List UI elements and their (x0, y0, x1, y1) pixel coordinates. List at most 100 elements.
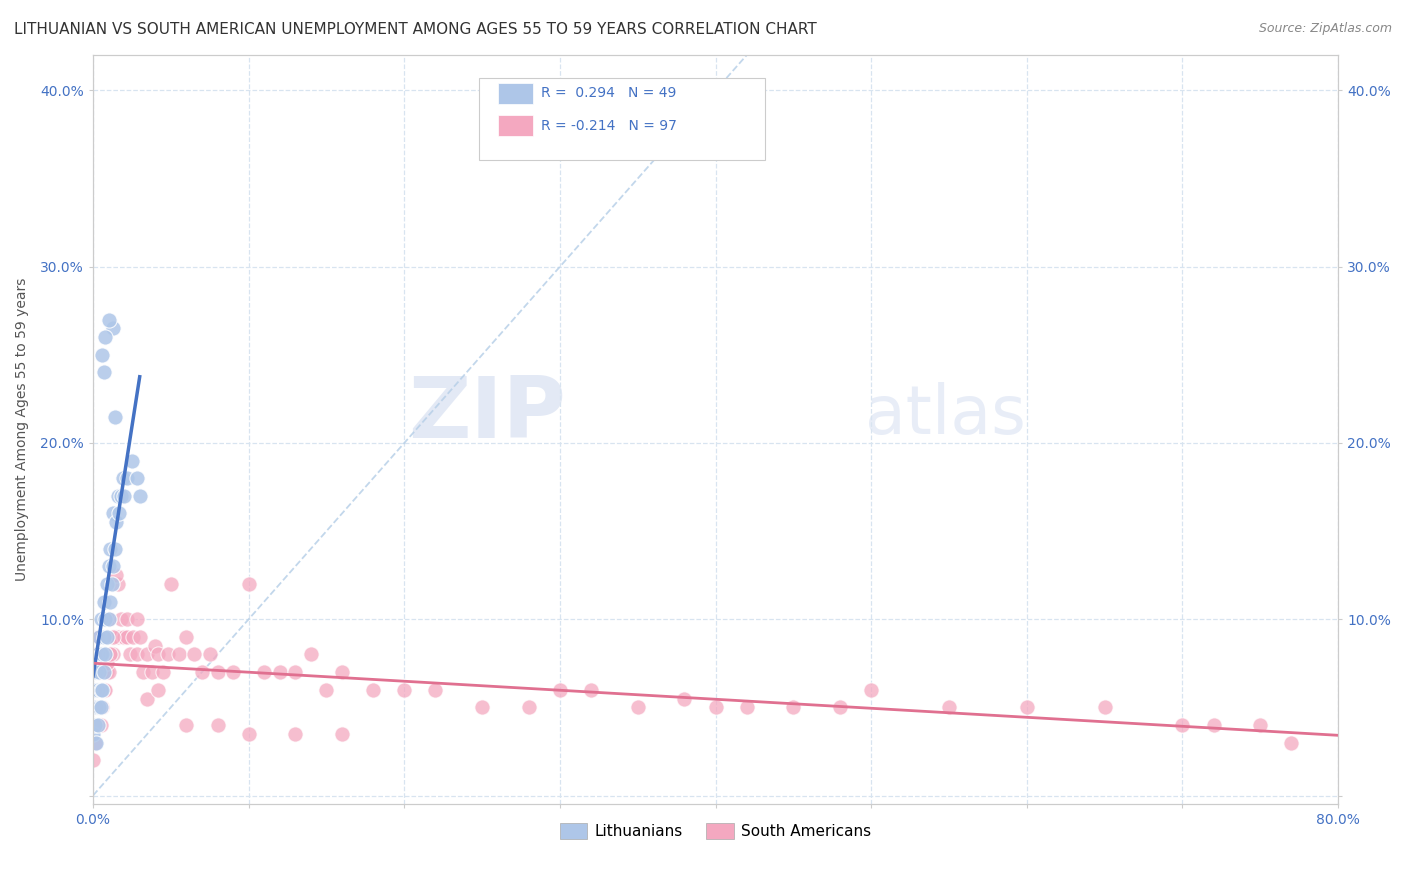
Point (97, 312, 120, 326)
Point (83, 700, 105, 714)
Point (89, 700, 111, 714)
Text: atlas: atlas (865, 382, 1026, 448)
Point (105, 516, 128, 530)
Point (110, 612, 132, 626)
Point (84, 648, 107, 662)
Point (98, 648, 121, 662)
Point (97, 612, 120, 626)
Point (828, 700, 851, 714)
Point (110, 489, 132, 503)
Point (84, 665, 107, 679)
Point (253, 665, 276, 679)
Point (238, 577, 260, 591)
Point (176, 630, 198, 644)
Point (82, 718, 104, 732)
Point (111, 471, 134, 485)
Point (627, 700, 650, 714)
Point (104, 409, 127, 424)
Point (579, 682, 602, 697)
Point (1202, 718, 1225, 732)
Text: R = -0.214   N = 97: R = -0.214 N = 97 (541, 119, 678, 133)
Point (89, 630, 111, 644)
Point (315, 682, 337, 697)
Point (103, 507, 125, 521)
Point (83, 682, 105, 697)
Point (1249, 718, 1271, 732)
Point (98, 648, 121, 662)
Point (86, 718, 108, 732)
Point (108, 630, 131, 644)
Point (112, 489, 135, 503)
Point (91, 348, 114, 362)
Point (97, 559, 120, 574)
Point (125, 612, 148, 626)
Point (1094, 700, 1116, 714)
Point (90, 648, 112, 662)
Point (94, 648, 117, 662)
Point (125, 648, 148, 662)
Point (136, 648, 159, 662)
Point (104, 541, 127, 556)
Point (128, 630, 150, 644)
Text: LITHUANIAN VS SOUTH AMERICAN UNEMPLOYMENT AMONG AGES 55 TO 59 YEARS CORRELATION : LITHUANIAN VS SOUTH AMERICAN UNEMPLOYMEN… (14, 22, 817, 37)
Point (86, 665, 108, 679)
Point (86, 700, 108, 714)
Point (361, 682, 384, 697)
Point (83, 736, 105, 750)
Point (89, 700, 111, 714)
Y-axis label: Unemployment Among Ages 55 to 59 years: Unemployment Among Ages 55 to 59 years (15, 278, 30, 582)
Point (207, 718, 229, 732)
Point (90, 612, 112, 626)
Point (121, 453, 143, 467)
Point (222, 665, 245, 679)
Point (91, 665, 114, 679)
Point (284, 665, 307, 679)
Point (98, 594, 121, 608)
Point (86, 648, 108, 662)
Point (1279, 736, 1302, 750)
Point (673, 691, 696, 706)
Point (104, 630, 127, 644)
Point (97, 612, 120, 626)
Point (156, 648, 179, 662)
Point (117, 471, 139, 485)
Point (96, 577, 118, 591)
Point (167, 648, 190, 662)
Bar (479, 78, 765, 160)
Point (83, 718, 105, 732)
Point (938, 700, 960, 714)
Point (91, 682, 114, 697)
Point (284, 727, 307, 741)
Point (93, 665, 115, 679)
Point (90, 648, 112, 662)
Point (207, 665, 229, 679)
Point (91, 648, 114, 662)
Point (122, 630, 145, 644)
Text: R =  0.294   N = 49: R = 0.294 N = 49 (541, 87, 676, 100)
Point (82, 727, 104, 741)
Point (132, 665, 155, 679)
Point (782, 700, 804, 714)
Text: ZIP: ZIP (408, 373, 567, 456)
Point (98, 541, 121, 556)
Point (269, 665, 291, 679)
Point (93, 682, 115, 697)
Legend: Lithuanians, South Americans: Lithuanians, South Americans (554, 817, 877, 846)
Text: Source: ZipAtlas.com: Source: ZipAtlas.com (1258, 22, 1392, 36)
Point (125, 471, 148, 485)
Point (94, 682, 117, 697)
Point (107, 577, 129, 591)
Point (103, 630, 125, 644)
Point (93, 630, 115, 644)
Point (330, 727, 353, 741)
Point (90, 682, 112, 697)
Point (176, 718, 198, 732)
Point (735, 700, 758, 714)
Point (111, 630, 134, 644)
Point (83, 665, 105, 679)
Point (299, 648, 322, 662)
Point (136, 691, 159, 706)
Point (84, 682, 107, 697)
Point (97, 665, 120, 679)
Point (93, 648, 115, 662)
